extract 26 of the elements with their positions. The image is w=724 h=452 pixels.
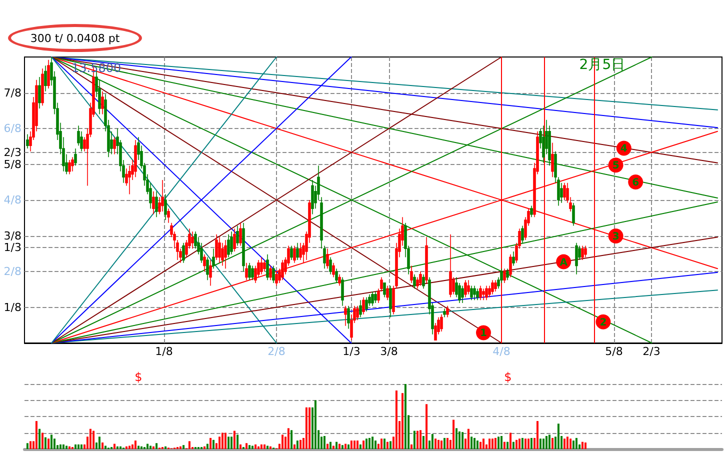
annotation: $ — [504, 370, 512, 384]
y-tick-label: 1/3 — [4, 241, 22, 254]
x-tick-label: 2/3 — [642, 345, 660, 358]
annotation: 1 — [480, 328, 488, 340]
annotation: 6 — [632, 177, 640, 188]
annotation: 3 — [612, 232, 620, 243]
y-tick-label: 4/8 — [4, 194, 22, 206]
x-tick-label: 1/8 — [155, 345, 173, 358]
annotation: 4 — [620, 144, 628, 155]
annotation: 5 — [612, 160, 620, 172]
y-tick-label: 2/8 — [4, 265, 22, 278]
y-tick-label: 1/8 — [4, 300, 22, 314]
x-tick-label: 4/8 — [492, 345, 510, 358]
y-tick-label: 2/3 — [4, 146, 22, 159]
y-tick-label: 5/8 — [4, 158, 22, 171]
x-tick-label: 2/8 — [268, 345, 286, 358]
y-tick-label: 3/8 — [4, 229, 22, 242]
x-tick-label: 5/8 — [605, 345, 623, 358]
x-tick-label: 1/3 — [342, 345, 360, 358]
y-tick-label: 6/8 — [4, 122, 22, 135]
annotation: $ — [134, 370, 142, 384]
annotation: A — [560, 257, 568, 268]
annotation: 2 — [600, 317, 607, 328]
y-tick-label: 7/8 — [4, 86, 22, 100]
x-tick-label: 3/8 — [380, 345, 398, 358]
text: 300 t/ 0.0408 pt — [30, 32, 120, 44]
